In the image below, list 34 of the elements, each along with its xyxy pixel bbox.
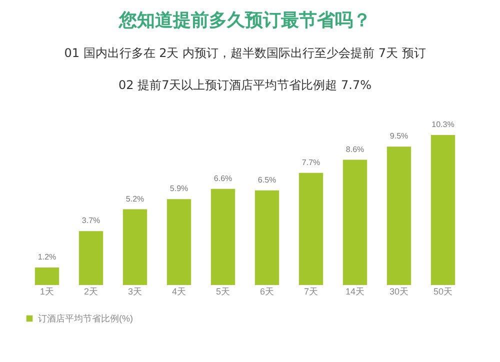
x-tick-label: 30天 (389, 286, 409, 296)
bar (210, 188, 236, 285)
text: 02 提前7天以上预订酒店平均节省比例超 7.7% (118, 78, 372, 92)
data-label: 6.6% (214, 174, 232, 183)
data-label: 5.9% (170, 184, 188, 194)
data-label: 1.2% (38, 252, 56, 262)
bar (122, 209, 148, 285)
x-tick-label: 1天 (40, 286, 54, 296)
data-label: 3.7% (82, 216, 100, 226)
bar (386, 146, 412, 285)
x-tick-label: 2天 (84, 286, 98, 296)
data-label: 9.5% (390, 132, 408, 141)
bar (34, 268, 60, 285)
bar (342, 160, 368, 285)
data-label: 10.3% (432, 120, 454, 129)
bar (166, 199, 192, 285)
data-label: 7.7% (302, 158, 320, 167)
x-tick-label: 4天 (172, 286, 186, 296)
text: 01 国内出行多在 2天 内预订，超半数国际出行至少会提前 7天 预订 (64, 46, 426, 60)
chart-title: 您知道提前多久预订最节省吗？ (118, 10, 371, 31)
data-label: 5.2% (126, 194, 144, 204)
legend-label: 订酒店平均节省比例(%) (38, 314, 133, 324)
bar (298, 172, 324, 285)
data-label: 6.5% (258, 175, 276, 184)
x-tick-label: 7天 (304, 286, 318, 296)
bar (254, 190, 280, 285)
x-tick-label: 5天 (216, 286, 230, 296)
bar (430, 135, 456, 285)
data-label: 8.6% (346, 144, 364, 154)
bar (78, 231, 104, 285)
x-tick-label: 50天 (433, 286, 453, 296)
x-tick-label: 14天 (345, 286, 365, 296)
x-tick-label: 3天 (128, 286, 142, 296)
x-tick-label: 6天 (260, 286, 274, 296)
